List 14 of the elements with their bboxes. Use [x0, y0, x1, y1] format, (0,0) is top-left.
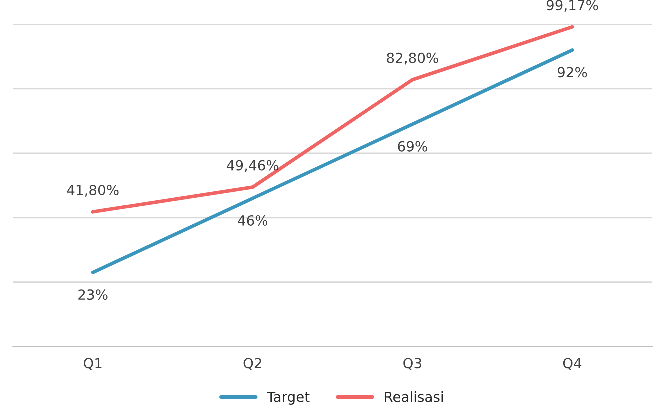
data-label: 41,80% — [67, 184, 119, 197]
data-label: 46% — [238, 215, 268, 226]
x-tick-label: Q2 — [244, 358, 262, 370]
data-label: 49,46% — [227, 160, 279, 172]
data-label: 82,80% — [387, 52, 438, 65]
x-tick-label: Q1 — [84, 358, 102, 370]
x-tick-label: Q3 — [404, 358, 422, 370]
data-label: 23% — [78, 290, 108, 300]
x-tick-label: Q4 — [563, 358, 582, 370]
legend-label: Target — [267, 392, 310, 405]
legend-label: Realisasi — [385, 392, 444, 402]
data-label: 69% — [398, 141, 428, 152]
data-label: 99,17% — [546, 0, 598, 12]
data-label: 92% — [558, 67, 588, 78]
